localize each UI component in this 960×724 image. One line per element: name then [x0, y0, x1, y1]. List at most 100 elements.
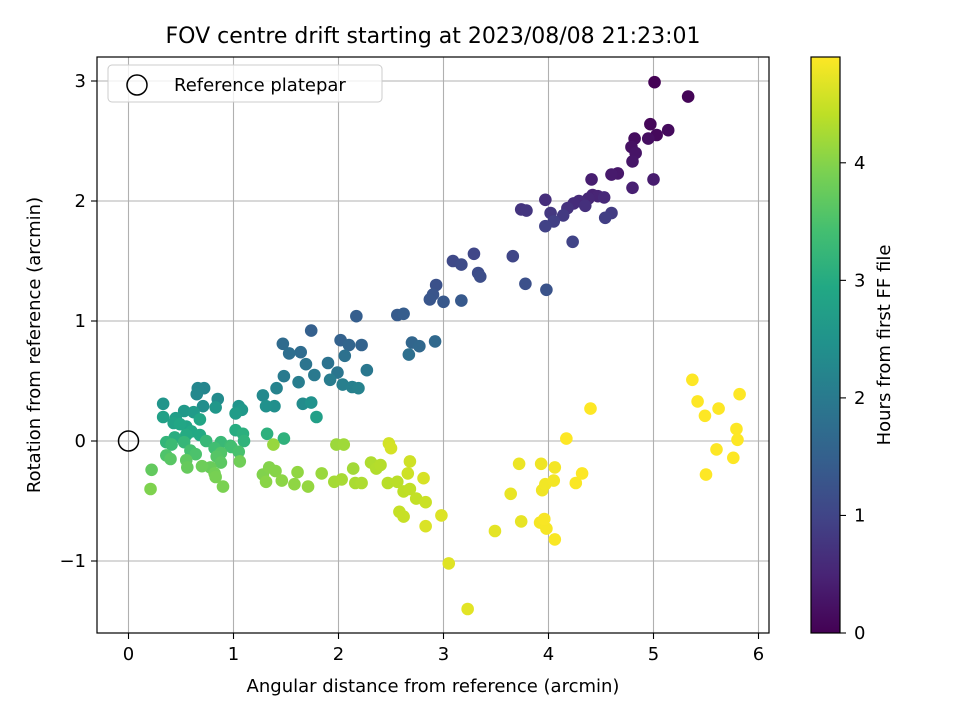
data-point — [381, 476, 395, 490]
colorbar-ticks: 0 1 2 3 4 — [840, 153, 865, 644]
data-point — [237, 434, 251, 448]
data-point — [335, 473, 348, 486]
legend: Reference platepar — [107, 64, 383, 103]
data-point — [423, 293, 437, 306]
colorbar-label: Hours from first FF file — [874, 245, 895, 446]
data-point — [575, 467, 589, 480]
data-point — [442, 557, 456, 570]
data-point — [512, 457, 526, 471]
data-point — [315, 467, 329, 480]
data-point — [173, 417, 187, 431]
data-point — [270, 381, 283, 395]
data-point — [686, 373, 699, 387]
data-point — [419, 495, 432, 509]
data-point — [350, 309, 363, 323]
y-axis-ticks: −1 0 1 2 3 — [59, 71, 97, 572]
colorbar-tick-label: 0 — [854, 623, 865, 644]
data-point — [403, 455, 417, 468]
data-point — [156, 410, 170, 424]
data-point — [269, 464, 282, 478]
data-point — [342, 338, 356, 352]
data-point — [534, 457, 548, 471]
data-point — [233, 455, 247, 468]
y-tick-label: 1 — [75, 311, 86, 332]
data-point — [598, 211, 612, 225]
data-point — [402, 348, 416, 361]
data-point — [144, 482, 157, 496]
data-point — [733, 387, 746, 401]
data-point — [189, 447, 202, 461]
data-point — [539, 219, 552, 233]
data-point — [288, 477, 301, 491]
data-point — [560, 432, 573, 445]
data-point — [346, 462, 360, 475]
data-point — [626, 155, 639, 168]
data-point — [488, 524, 502, 538]
data-point — [597, 191, 611, 204]
x-tick-label: 0 — [123, 644, 134, 665]
data-point — [352, 381, 365, 395]
y-axis-label: Rotation from reference (arcmin) — [24, 197, 45, 493]
data-point — [647, 173, 660, 186]
data-point — [691, 395, 704, 408]
data-point — [506, 249, 520, 263]
data-point — [455, 258, 468, 271]
data-point — [209, 401, 222, 414]
data-point — [190, 387, 204, 401]
data-point — [177, 404, 191, 418]
data-point — [641, 132, 655, 145]
data-point — [413, 339, 426, 353]
data-point — [304, 324, 318, 337]
data-point — [710, 443, 723, 456]
data-point — [566, 235, 579, 249]
y-tick-label: 3 — [75, 71, 86, 92]
data-point — [455, 294, 468, 307]
data-point — [661, 123, 675, 137]
x-axis-ticks: 0 1 2 3 4 5 6 — [123, 633, 764, 665]
data-point — [259, 399, 273, 413]
legend-label-reference: Reference platepar — [174, 75, 346, 96]
colorbar-tick-label: 4 — [854, 153, 865, 174]
data-point — [585, 173, 598, 186]
data-point — [209, 470, 222, 484]
data-point — [504, 487, 517, 501]
data-point — [681, 90, 695, 103]
colorbar-tick-label: 1 — [854, 505, 865, 526]
data-point — [196, 399, 210, 413]
data-point — [260, 427, 274, 441]
data-point — [403, 482, 417, 496]
data-point — [409, 492, 423, 505]
data-point — [467, 247, 481, 261]
colorbar-tick-label: 3 — [854, 270, 865, 291]
data-point — [539, 193, 552, 207]
data-point — [538, 512, 551, 526]
data-point — [548, 461, 562, 474]
data-point — [195, 459, 209, 473]
data-point — [275, 474, 289, 487]
data-point — [304, 396, 318, 409]
data-point — [299, 357, 313, 371]
data-point — [259, 475, 273, 489]
data-point — [540, 283, 553, 297]
chart-title: FOV centre drift starting at 2023/08/08 … — [166, 24, 701, 49]
data-point — [419, 519, 432, 533]
x-tick-label: 4 — [543, 644, 554, 665]
data-point — [301, 480, 315, 493]
data-point — [417, 471, 430, 485]
data-point — [437, 295, 450, 309]
data-point — [461, 602, 474, 616]
data-point — [519, 277, 532, 291]
data-point — [584, 402, 597, 415]
data-point — [292, 375, 305, 389]
data-point — [698, 409, 712, 423]
data-point — [323, 373, 337, 387]
data-point — [391, 475, 404, 489]
data-point — [644, 117, 657, 131]
data-points — [144, 75, 746, 616]
x-tick-label: 6 — [753, 644, 764, 665]
data-point — [547, 474, 561, 487]
data-point — [384, 441, 398, 455]
